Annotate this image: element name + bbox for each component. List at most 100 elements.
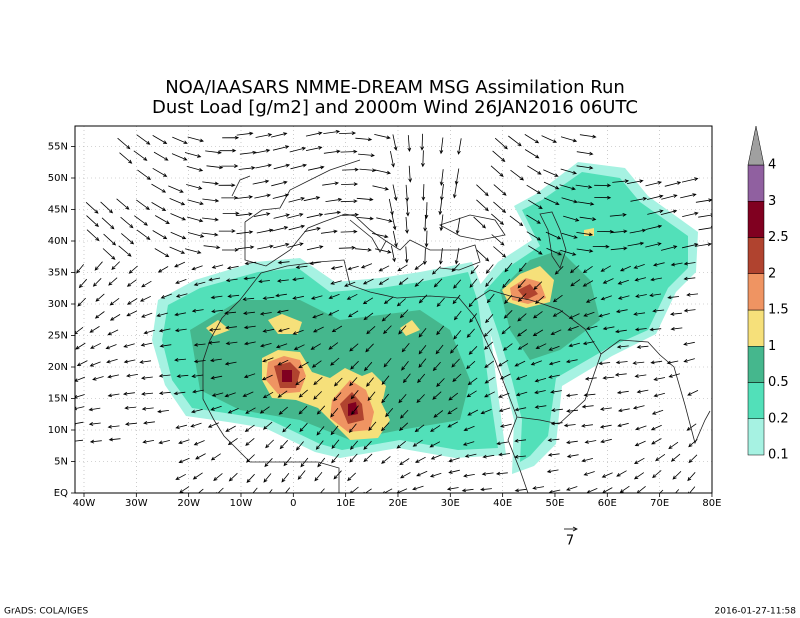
wind-arrow [405,199,410,217]
wind-arrow [109,297,120,306]
wind-arrow [423,214,428,232]
wind-arrow [313,376,323,386]
wind-arrow [106,358,118,364]
wind-arrow [293,344,305,350]
wind-arrow [224,361,237,366]
wind-arrow [544,197,560,205]
wind-arrow [660,209,678,215]
wind-arrow [399,409,409,419]
wind-arrow [354,247,372,252]
wind-arrow [283,487,291,493]
wind-arrow [89,361,101,367]
wind-arrow [670,326,683,331]
wind-arrow [174,357,187,362]
wind-arrow [543,181,560,190]
wind-arrow [484,376,495,384]
wind-arrow [576,151,594,156]
wind-arrow [193,359,206,364]
wind-arrow [221,248,239,252]
wind-arrow [610,246,628,251]
wind-arrow [584,440,597,444]
title-line: NOA/IAASARS NMME-DREAM MSG Assimilation … [165,77,625,98]
wind-arrow [510,169,525,181]
wind-arrow [504,262,513,273]
wind-arrow [582,341,595,346]
wind-arrow [362,297,374,305]
wind-arrow [688,454,698,464]
wind-arrow [527,165,542,175]
wind-arrow [515,375,528,380]
wind-arrow [600,265,612,272]
wind-arrow [649,293,662,297]
wind-arrow [201,232,219,237]
wind-arrow [526,184,542,194]
wind-arrow [447,407,458,415]
wind-arrow [363,361,373,372]
wind-arrow [452,181,458,199]
wind-arrow [579,134,597,139]
wind-arrow [467,377,478,386]
wind-arrow [211,309,223,314]
wind-arrow [383,325,392,335]
y-tick-label: 5N [54,457,68,468]
x-tick-label: 40E [493,498,512,509]
wind-arrow [330,357,340,366]
wind-arrow [184,152,202,158]
wind-arrow [277,278,289,283]
wind-reference: 7 [564,526,578,549]
wind-arrow [323,129,341,134]
wind-arrow [107,329,119,336]
wind-arrow [383,296,394,305]
wind-arrow [259,311,272,316]
wind-arrow [124,422,137,426]
wind-arrow [683,276,696,281]
wind-arrow [378,278,390,285]
wind-arrow [617,422,629,428]
wind-arrow [670,453,681,462]
wind-arrow [543,169,559,177]
wind-arrow [594,183,612,188]
wind-arrow [483,328,493,338]
wind-arrow [503,310,513,319]
wind-arrow [365,343,374,353]
wind-arrow [485,264,494,274]
wind-arrow [154,248,170,258]
wind-arrow [661,245,678,251]
wind-arrow [108,437,121,442]
wind-arrow [565,393,578,398]
wind-arrow [105,344,117,350]
wind-arrow [193,281,206,286]
wind-arrow [242,391,254,397]
wind-arrow [664,181,682,187]
wind-arrow [421,150,425,168]
wind-arrow [417,373,426,384]
y-tick-label: 55N [48,142,68,153]
wind-arrow [616,470,627,477]
wind-arrow [566,440,578,445]
wind-arrow [632,405,645,410]
wind-arrow [401,361,409,371]
wind-arrow [333,392,342,402]
x-tick-label: 10E [336,498,355,509]
wind-arrow [388,198,394,216]
wind-arrow [151,183,167,193]
wind-arrow [447,421,458,428]
wind-arrow [272,145,290,151]
wind-arrow [75,439,84,443]
wind-arrow [405,184,409,202]
wind-arrow [95,293,105,302]
x-tick-label: 50E [545,498,564,509]
wind-arrow [480,487,492,492]
wind-arrow [566,486,578,491]
wind-arrow [524,149,540,159]
wind-arrow [111,261,120,271]
wind-arrow [375,248,392,254]
wind-arrow [360,263,373,269]
wind-arrow [351,405,359,415]
wind-arrow [123,359,136,364]
wind-arrow [501,326,511,335]
dust-1 [206,228,594,336]
wind-arrow [208,277,221,282]
wind-arrow [509,215,524,227]
wind-arrow [330,265,343,270]
